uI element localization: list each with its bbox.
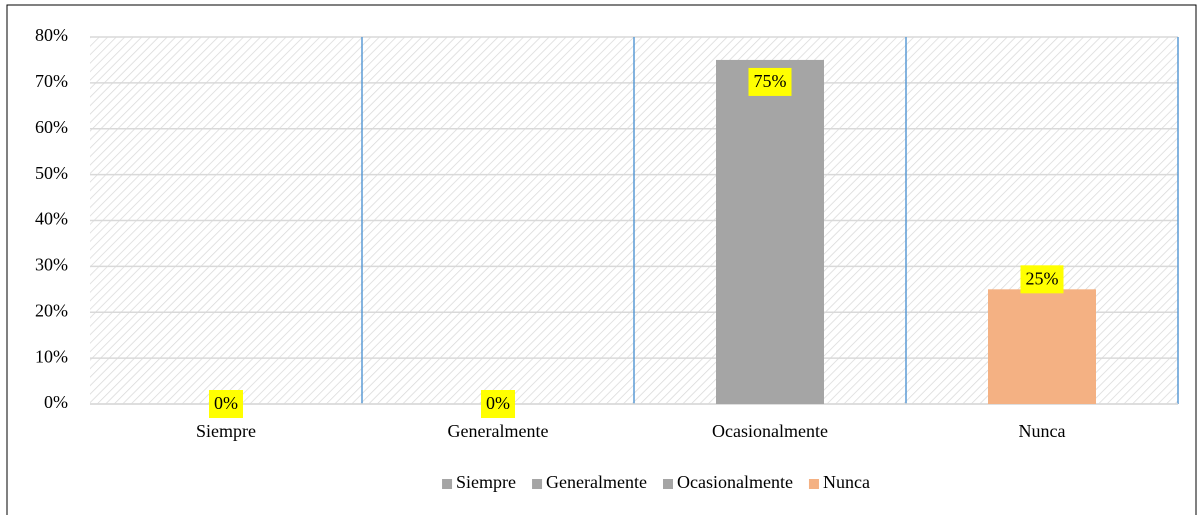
bar (988, 289, 1096, 404)
y-tick-label: 50% (35, 163, 68, 183)
x-tick-label: Nunca (1019, 421, 1066, 441)
data-label: 25% (1026, 268, 1059, 288)
data-label: 0% (486, 393, 510, 413)
bar (716, 59, 824, 404)
legend-swatch (808, 479, 819, 489)
y-tick-label: 30% (35, 255, 68, 275)
legend-swatch (532, 479, 543, 489)
data-label: 0% (214, 393, 238, 413)
data-label-bg (748, 67, 792, 96)
x-tick-label: Generalmente (448, 421, 549, 441)
data-label-bg (209, 390, 243, 418)
y-tick-label: 20% (35, 300, 68, 320)
legend-label: Generalmente (546, 472, 647, 492)
x-tick-label: Siempre (196, 421, 256, 441)
data-label-bg (481, 390, 515, 418)
data-label-bg (1020, 265, 1064, 294)
legend-label: Siempre (456, 472, 516, 492)
data-label: 75% (754, 71, 787, 91)
legend-label: Ocasionalmente (677, 472, 793, 492)
y-tick-label: 10% (35, 346, 68, 366)
legend-label: Nunca (823, 472, 870, 492)
y-tick-label: 0% (44, 392, 68, 412)
x-tick-label: Ocasionalmente (712, 421, 828, 441)
y-tick-label: 60% (35, 117, 68, 137)
legend-swatch (663, 479, 673, 489)
y-tick-label: 70% (35, 71, 68, 91)
y-tick-label: 40% (35, 209, 68, 229)
y-tick-label: 80% (35, 25, 68, 45)
legend-swatch (442, 479, 453, 489)
